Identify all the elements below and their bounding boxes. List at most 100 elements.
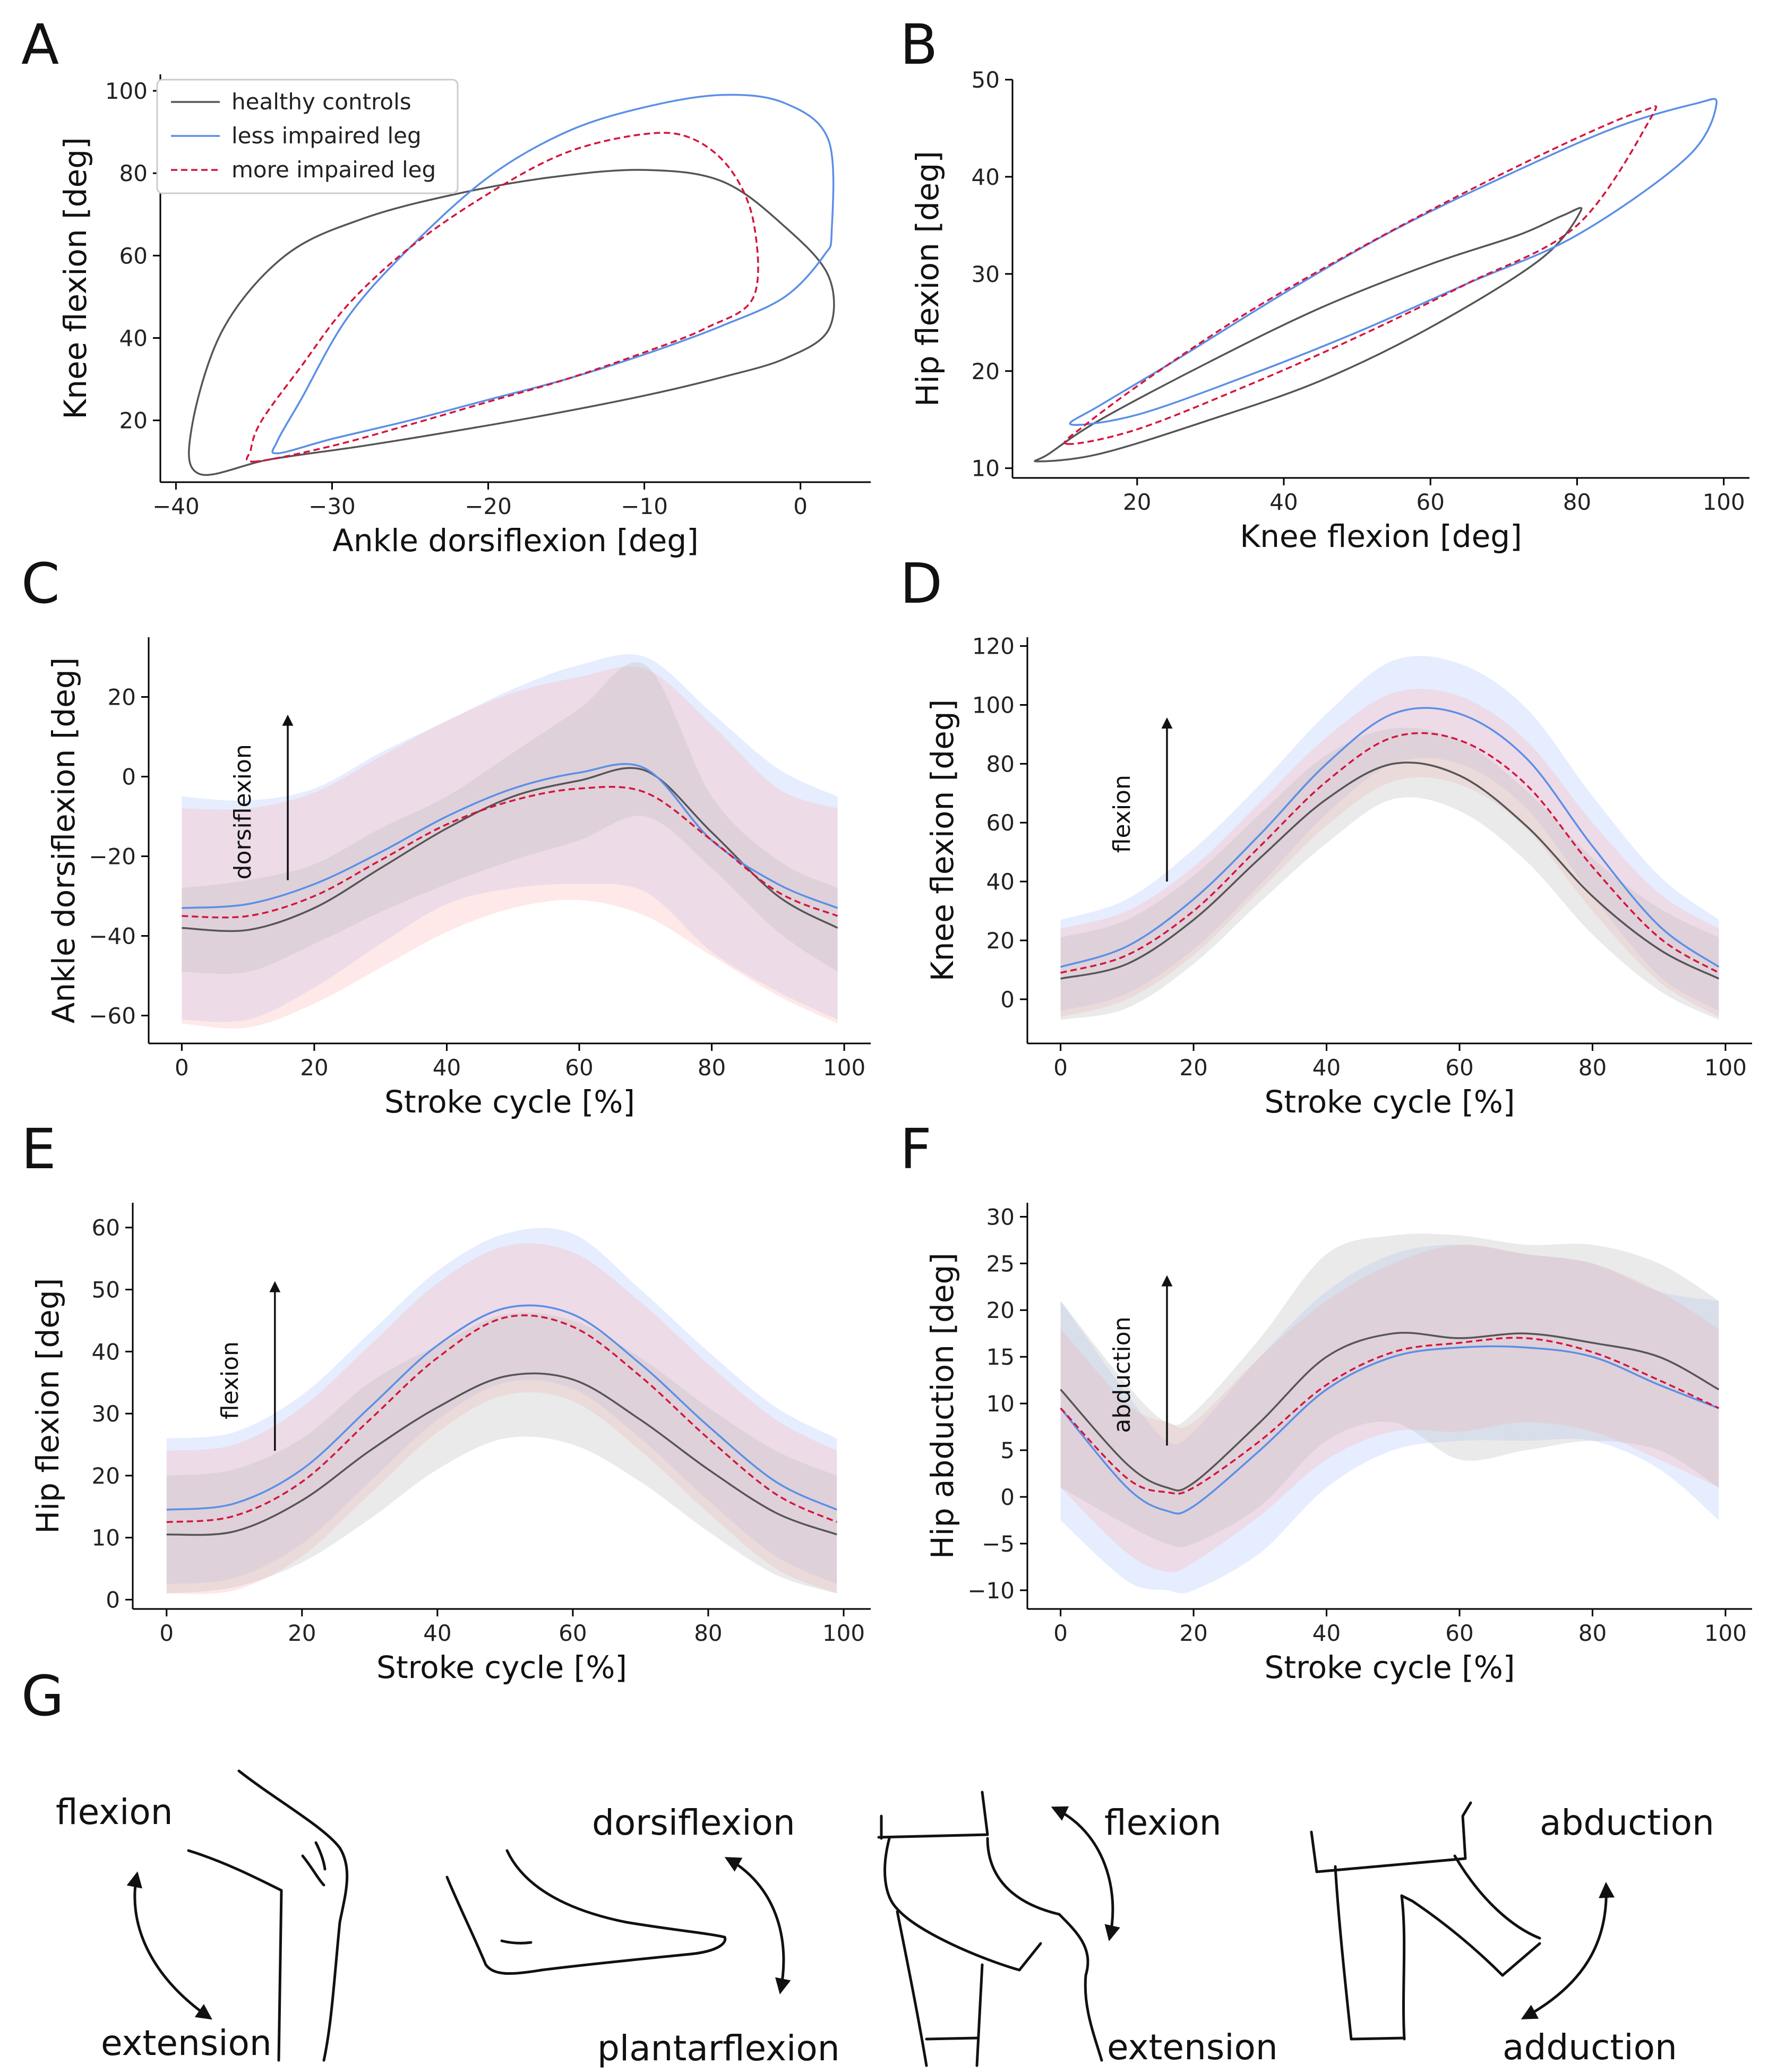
series-line-more-d [1060,732,1720,974]
y-tick-label-b: 30 [972,261,1000,287]
y-tick-label-f: 15 [986,1344,1015,1370]
y-tick-label-e: 0 [106,1587,120,1613]
y-tick-label-a: 40 [119,325,148,351]
y-tick-label-b: 10 [972,456,1000,482]
x-tick-label-c: 60 [565,1055,593,1081]
x-tick-label-e: 80 [694,1620,722,1646]
series-line-more-b [1063,105,1658,445]
y-tick-label-e: 60 [92,1215,120,1241]
panel-letter-c: C [21,551,60,616]
series-line-less-a [271,93,835,455]
y-tick-label-d: 60 [986,810,1015,836]
legend: healthy controls less impaired leg more … [156,79,459,194]
hip-abduction-sketch: abduction adduction [1310,1801,1714,2068]
x-tick-label-a: −30 [308,493,356,519]
label-plantarflexion: plantarflexion [597,2028,840,2069]
y-tick-label-f: −10 [967,1578,1015,1604]
x-axis-label-d: Stroke cycle [%] [1265,1084,1515,1120]
panel-g-sketches: flexion extension dorsiflexion plantarfl… [56,1769,1714,2069]
band-healthy-e [166,1312,837,1594]
x-axis-label-f: Stroke cycle [%] [1265,1649,1515,1685]
x-tick-label-a: 0 [793,493,808,519]
band-more-f [1060,1244,1719,1572]
x-tick-label-a: −10 [621,493,668,519]
band-less-c [182,654,838,1022]
x-axis-label-c: Stroke cycle [%] [384,1084,635,1120]
y-tick-label-e: 40 [92,1339,120,1365]
label-dorsiflexion: dorsiflexion [592,1802,795,1843]
panel-letter-a: A [21,12,59,77]
y-tick-label-f: −5 [982,1531,1015,1557]
series-line-less-e [166,1304,837,1511]
x-tick-label-c: 80 [698,1055,726,1081]
annotation-text-f: abduction [1109,1316,1136,1433]
y-tick-label-d: 40 [986,869,1015,895]
y-tick-label-c: 0 [122,764,136,790]
y-axis-label-a: Knee flexion [deg] [57,137,93,419]
x-tick-label-e: 100 [822,1620,865,1646]
y-tick-label-d: 120 [972,633,1015,660]
x-tick-label-e: 20 [288,1620,316,1646]
y-tick-label-c: −40 [89,923,136,949]
x-tick-label-b: 80 [1563,489,1591,515]
band-more-e [166,1243,837,1594]
y-tick-label-c: −20 [89,844,136,870]
x-tick-label-d: 0 [1053,1055,1068,1081]
x-tick-label-f: 20 [1179,1620,1207,1646]
chart-b: 20 40 60 80 100 10 20 30 40 50 Knee flexion [deg] H… [909,67,1749,554]
y-tick-label-a: 60 [119,243,148,269]
panel-letter-e: E [21,1117,56,1181]
y-tick-label-d: 20 [986,928,1015,954]
series-line-healthy-f [1060,1332,1720,1492]
y-tick-label-f: 20 [986,1297,1015,1323]
x-tick-label-d: 80 [1578,1055,1607,1081]
chart-d: 0 20 40 60 80 100 0 20 40 60 80 100 120 Stroke cycle … [924,633,1752,1120]
y-tick-label-e: 30 [92,1401,120,1427]
y-tick-label-f: 0 [1000,1484,1015,1510]
band-less-e [166,1228,837,1585]
x-tick-label-d: 20 [1179,1055,1207,1081]
band-healthy-d [1060,727,1719,1020]
y-tick-label-b: 40 [972,164,1000,190]
label-abduction: abduction [1540,1802,1714,1843]
y-axis-label-b: Hip flexion [deg] [909,151,946,407]
annotation-text-c: dorsiflexion [229,744,256,879]
band-more-d [1060,689,1719,1017]
y-tick-label-d: 100 [972,692,1015,718]
y-tick-label-c: 20 [108,684,136,710]
series-line-less-b [1069,98,1718,426]
x-tick-label-f: 80 [1578,1620,1607,1646]
x-tick-label-f: 40 [1312,1620,1341,1646]
y-tick-label-e: 50 [92,1277,120,1303]
x-axis-label-e: Stroke cycle [%] [376,1649,627,1685]
x-tick-label-b: 60 [1416,489,1444,515]
knee-sketch: flexion extension [56,1769,349,2064]
y-tick-label-a: 100 [105,78,148,104]
foot-sketch: dorsiflexion plantarflexion [445,1802,840,2069]
panel-letter-f: F [900,1117,932,1181]
series-line-healthy-a [188,169,835,476]
panel-letter-g: G [21,1664,64,1728]
hip-flexion-sketch: flexion extension [877,1791,1278,2068]
chart-f: 0 20 40 60 80 100 −10 −5 0 5 10 15 20 25 30 Stroke cycl… [924,1203,1752,1685]
series-line-more-c [182,785,838,919]
x-tick-label-b: 40 [1269,489,1298,515]
series-line-healthy-c [182,767,838,932]
x-tick-label-a: −20 [465,493,512,519]
y-tick-label-f: 10 [986,1391,1015,1417]
y-tick-label-b: 20 [972,358,1000,384]
series-line-more-f [1060,1337,1720,1495]
chart-a: −40 −30 −20 −10 0 20 40 60 80 100 Ankle dorsiflexi… [57,74,871,559]
x-tick-label-f: 100 [1704,1620,1747,1646]
series-line-more-a [245,132,759,463]
x-tick-label-a: −40 [152,493,200,519]
y-tick-label-a: 20 [119,408,148,434]
label-knee-flexion: flexion [56,1792,173,1833]
y-axis-label-d: Knee flexion [deg] [924,699,960,982]
x-tick-label-b: 20 [1123,489,1151,515]
y-axis-label-f: Hip abduction [deg] [924,1253,960,1559]
legend-label-less: less impaired leg [231,123,422,149]
series-line-less-d [1060,707,1720,968]
y-tick-label-f: 30 [986,1204,1015,1230]
